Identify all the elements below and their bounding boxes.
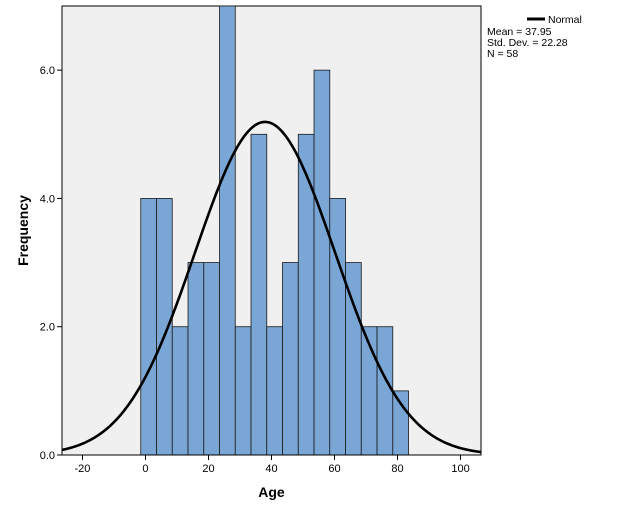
legend-stat-mean: Mean = 37.95 <box>487 26 552 38</box>
y-axis-title: Frequency <box>15 195 31 266</box>
legend-stat-n: N = 58 <box>487 48 518 60</box>
legend-stat-sd: Std. Dev. = 22.28 <box>487 37 568 49</box>
x-tick-label: 40 <box>265 463 277 475</box>
y-tick-label: 2.0 <box>40 322 55 334</box>
histogram-bar <box>376 326 394 456</box>
histogram-bar <box>187 262 205 456</box>
histogram-bar <box>282 262 299 456</box>
histogram-bar <box>297 133 315 456</box>
x-tick-label: -20 <box>75 463 91 475</box>
histogram-bar <box>329 198 346 456</box>
y-axis-ticks: 0.0 2.0 4.0 6.0 <box>40 65 62 462</box>
x-axis-ticks: -20 0 20 40 60 80 100 <box>75 455 470 475</box>
histogram-bar <box>313 69 331 456</box>
histogram-bar <box>266 326 283 456</box>
x-tick-label: 0 <box>142 463 148 475</box>
legend-entry-normal: Normal <box>548 14 582 26</box>
x-tick-label: 100 <box>451 463 469 475</box>
legend: Normal Mean = 37.95 Std. Dev. = 22.28 N … <box>487 14 582 60</box>
histogram-bar <box>203 262 220 456</box>
x-axis-title: Age <box>258 484 285 500</box>
x-tick-label: 60 <box>328 463 340 475</box>
histogram-bar <box>234 326 252 456</box>
histogram-bar <box>156 198 173 456</box>
y-tick-label: 6.0 <box>40 65 55 77</box>
histogram-bar <box>140 198 157 456</box>
x-tick-label: 80 <box>391 463 403 475</box>
y-tick-label: 4.0 <box>40 193 55 205</box>
bars-group <box>140 5 409 456</box>
normal-curve <box>61 120 482 454</box>
histogram-bar <box>392 390 409 456</box>
y-tick-label: 0.0 <box>40 450 55 462</box>
histogram-bar <box>171 326 189 456</box>
x-tick-label: 20 <box>202 463 214 475</box>
histogram-bar <box>250 133 268 456</box>
histogram-bar <box>219 5 236 456</box>
